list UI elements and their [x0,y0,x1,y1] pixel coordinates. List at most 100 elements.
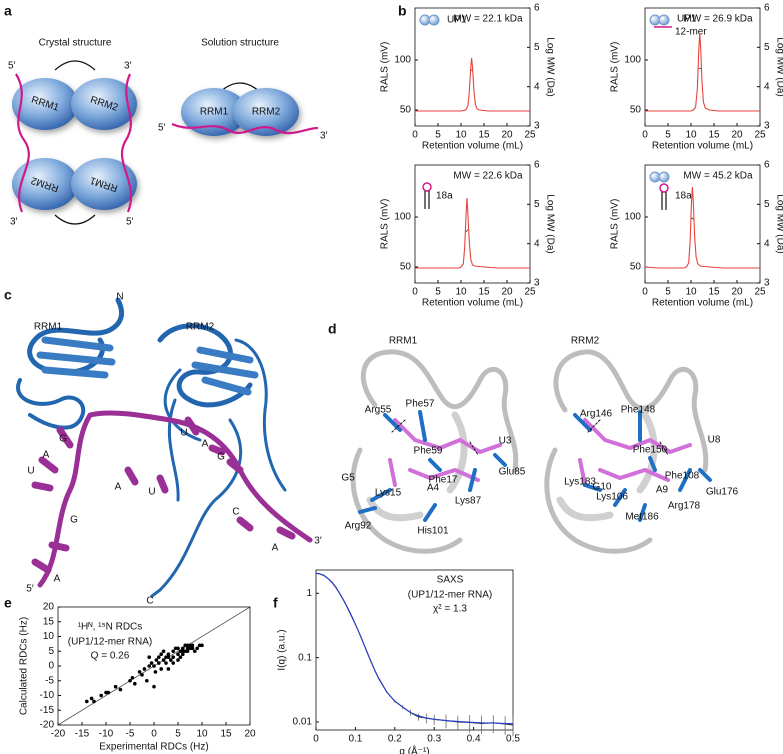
residue-label: Lys183 [564,477,596,488]
y-tick-label: 50 [630,262,642,273]
y-axis-label: RALS (mV) [610,199,621,250]
scatter-point [145,678,149,683]
y-tick-label: 100 [394,212,411,223]
x-tick-label: 10 [455,287,467,298]
x-axis-label: Retention volume (mL) [652,141,753,152]
x-tick-label: 10 [685,287,697,298]
nucleotide-bound: A [202,439,209,450]
residue-label: Phe108 [665,471,700,482]
domain-label: RRM1 [34,322,63,333]
y-tick-label: 100 [624,212,641,223]
scatter-point [157,655,161,659]
y-axis-label: I(q) (a.u.) [277,629,288,670]
residue-label: Glu176 [706,487,739,498]
y2-tick-label: 5 [764,199,770,210]
x-tick-label: 15 [478,130,490,141]
scatter-point [154,658,159,662]
domain-label: RRM1 [389,336,418,347]
y-tick-label: 0 [48,661,54,672]
x-tick-label: 0.3 [427,734,441,745]
y-axis-label: RALS (mV) [380,199,391,250]
residue-label: Phe57 [406,399,435,410]
x-tick-label: 25 [524,287,536,298]
series-line [465,229,469,233]
nucleotide-label: U3 [499,436,512,447]
scatter-point [149,661,154,665]
x-tick-label: -5 [126,729,135,740]
nucleotide-free: A [272,543,279,554]
rna-end: 3′ [314,536,322,547]
scatter-point [176,652,180,656]
y2-axis-label: Log MW (Da) [544,37,555,96]
nucleotide-free: C [232,507,239,518]
annotation: MW = 45.2 kDa [683,171,753,182]
plot-frame [414,164,531,284]
domain-label: RRM2 [571,336,600,347]
y2-tick-label: 4 [764,81,770,92]
scatter-point [89,696,94,701]
rna-end: 5′ [26,584,34,595]
x-tick-label: 20 [731,287,743,298]
x-tick-label: 0 [313,734,319,745]
nucleotide-label: A9 [656,485,669,496]
scatter-point [193,649,197,654]
scatter-point [171,649,175,654]
y-axis-label: RALS (mV) [610,42,621,93]
x-axis-label: Retention volume (mL) [422,141,523,152]
domain-label: RRM1 [200,107,229,118]
residue-label: Lys106 [596,492,628,503]
domain-label: RRM2 [186,322,215,333]
y2-tick-label: 6 [764,160,770,171]
plot-frame [414,7,531,127]
y-tick-label: 100 [394,55,411,66]
x-tick-label: 0 [412,287,418,298]
scatter-point [152,684,156,689]
scatter-point [181,652,185,656]
x-tick-label: 25 [754,287,766,298]
x-tick-label: 10 [455,130,467,141]
y-tick-label: 100 [624,55,641,66]
y-tick-label: 1 [306,588,312,599]
nucleotide-label: U8 [708,435,721,446]
scatter-point [190,643,195,648]
panel-label: e [4,595,12,611]
series-line [645,32,760,112]
x-tick-label: 25 [524,130,536,141]
plot-frame [644,164,761,284]
nucleotide-bound: U [180,428,187,439]
scatter-point [166,652,171,656]
scatter-point [164,661,168,665]
y2-axis-label: Log MW (Da) [774,194,783,253]
panel-title: Solution structure [201,38,279,49]
scatter-point [190,646,195,651]
annotation: UP1 [677,14,697,25]
nucleotide-free: U [148,487,155,498]
icon [658,14,670,26]
x-tick-label: 20 [244,729,256,740]
scatter-point [159,652,163,656]
icon [424,191,430,209]
y-tick-label: 15 [43,616,55,627]
x-tick-label: 5 [665,130,671,141]
scatter-point [171,655,175,659]
residue-label: Glu85 [499,467,526,478]
scatter-point [195,646,199,651]
nucleotide-label: G10 [593,482,612,493]
x-tick-label: 0.2 [388,734,402,745]
y2-tick-label: 3 [764,278,770,289]
x-tick-label: 5 [435,130,441,141]
y2-tick-label: 5 [764,42,770,53]
residue-label: Lys15 [375,488,402,499]
series-line [415,197,530,269]
residue-label: Arg92 [345,521,372,532]
y-tick-label: 20 [43,602,55,613]
nucleotide-label: G5 [341,473,355,484]
y2-tick-label: 3 [534,121,540,132]
annotation: Q = 0.26 [91,651,130,662]
annotation: χ² = 1.3 [433,604,467,615]
residue-label: Arg55 [365,405,392,416]
scatter-point [85,699,89,704]
residue-label: Met186 [625,512,659,523]
rna-end: 5′ [8,61,16,72]
